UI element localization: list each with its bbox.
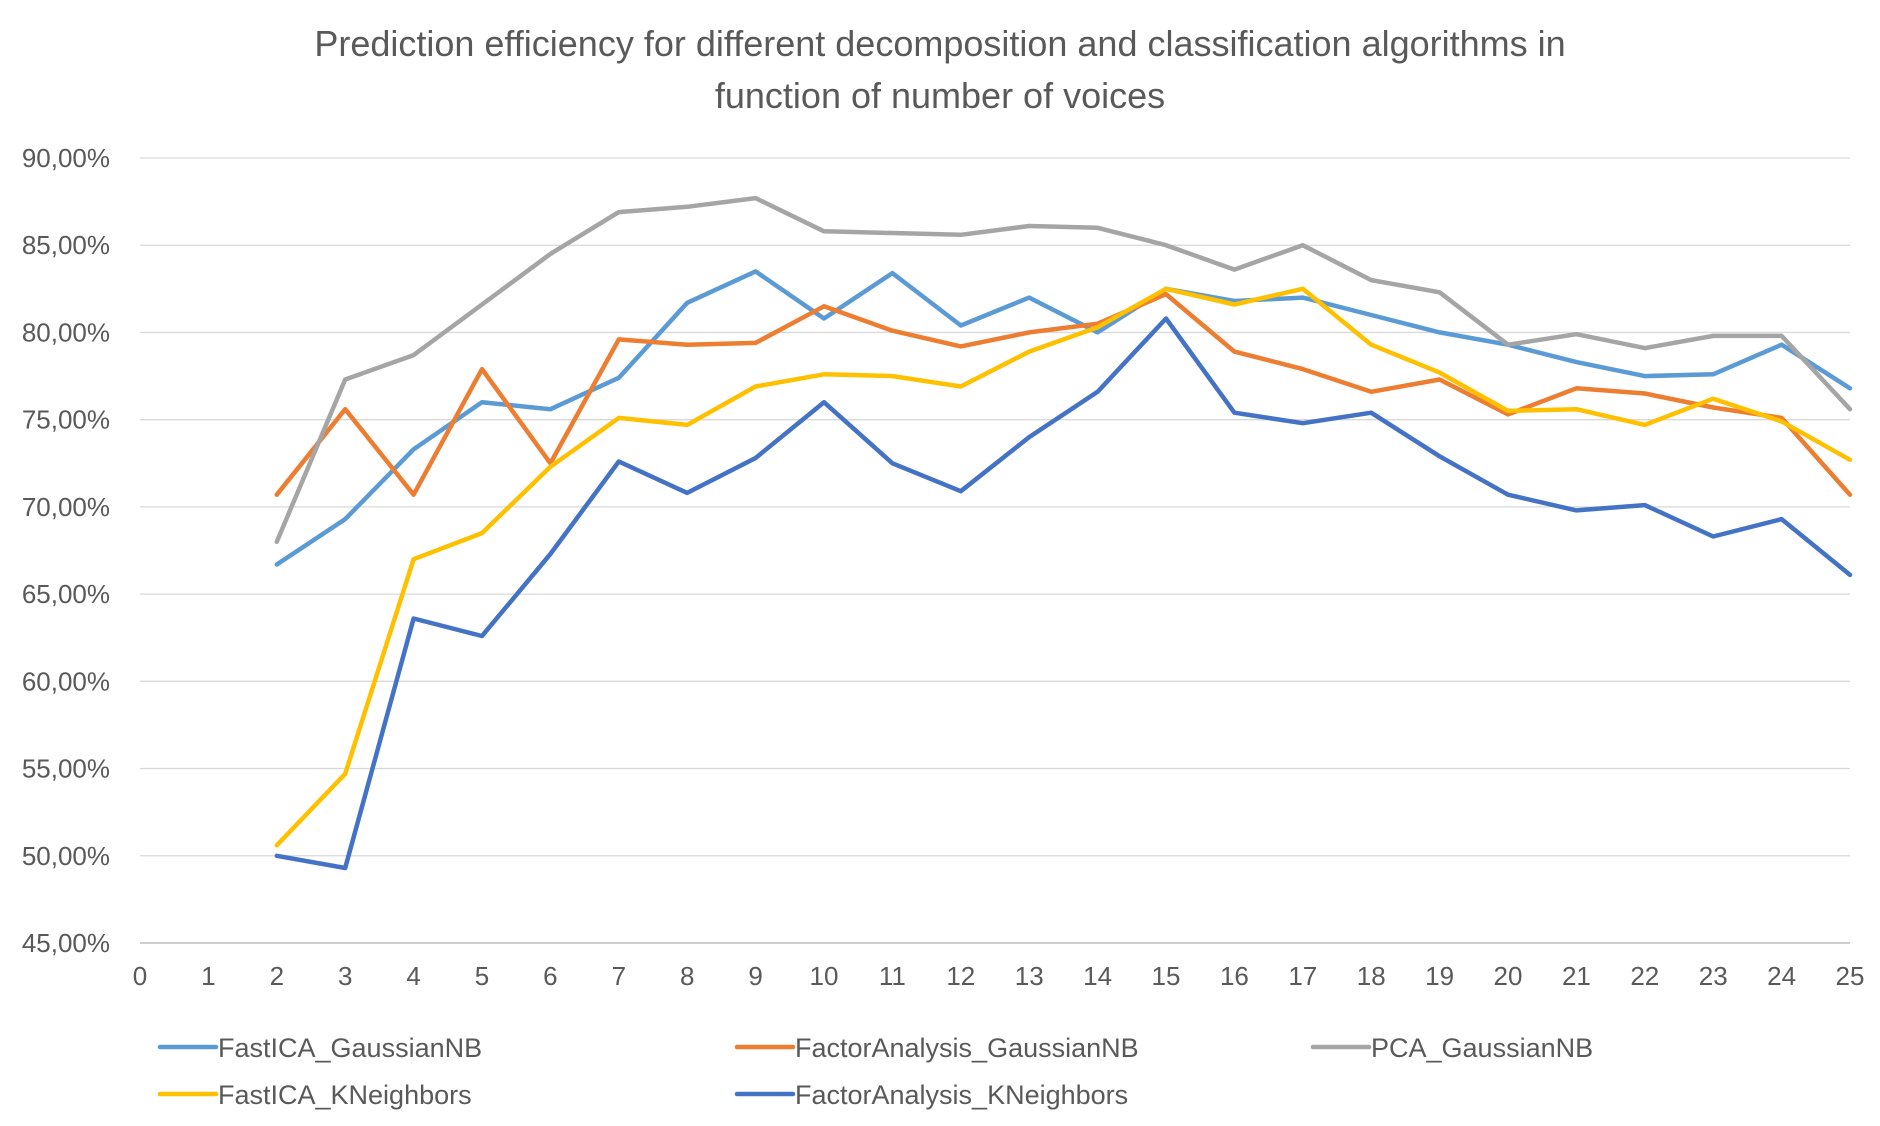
x-tick-label: 8 (680, 961, 694, 991)
y-tick-label: 85,00% (22, 230, 110, 260)
legend-label: FactorAnalysis_GaussianNB (795, 1033, 1139, 1063)
y-tick-label: 55,00% (22, 754, 110, 784)
x-tick-label: 17 (1288, 961, 1317, 991)
y-tick-label: 90,00% (22, 143, 110, 173)
x-tick-label: 25 (1836, 961, 1865, 991)
x-tick-label: 9 (748, 961, 762, 991)
legend: FastICA_GaussianNB FactorAnalysis_Gaussia… (157, 1033, 1593, 1110)
legend-item: PCA_GaussianNB (1310, 1033, 1593, 1063)
x-tick-label: 24 (1767, 961, 1796, 991)
x-tick-label: 12 (946, 961, 975, 991)
x-tick-label: 23 (1699, 961, 1728, 991)
legend-label: FactorAnalysis_KNeighbors (795, 1080, 1128, 1110)
y-tick-label: 65,00% (22, 579, 110, 609)
x-tick-label: 1 (201, 961, 215, 991)
x-tick-label: 15 (1152, 961, 1181, 991)
series-line-factoranalysis-kneighbors (274, 316, 1853, 871)
x-tick-label: 6 (543, 961, 557, 991)
x-tick-label: 21 (1562, 961, 1591, 991)
y-tick-label: 75,00% (22, 405, 110, 435)
x-tick-label: 11 (879, 961, 906, 991)
chart-title-line-2: function of number of voices (714, 75, 1166, 116)
y-tick-label: 80,00% (22, 317, 110, 347)
x-tick-label: 22 (1630, 961, 1659, 991)
legend-item: FactorAnalysis_KNeighbors (734, 1080, 1128, 1110)
y-tick-label: 50,00% (22, 841, 110, 871)
y-tick-label: 45,00% (22, 928, 110, 958)
legend-label: PCA_GaussianNB (1371, 1033, 1593, 1063)
x-tick-label: 5 (475, 961, 489, 991)
gridlines (140, 157, 1850, 857)
x-tick-label: 7 (612, 961, 626, 991)
x-tick-label: 2 (270, 961, 284, 991)
y-tick-label: 70,00% (22, 492, 110, 522)
x-tick-label: 13 (1015, 961, 1044, 991)
x-tick-label: 3 (338, 961, 352, 991)
legend-label: FastICA_KNeighbors (218, 1080, 472, 1110)
axes: 45,00% 50,00% 55,00% 60,00% 65,00% 70,00% 75,0… (22, 143, 1865, 991)
series-line-fastica-gaussiannb (274, 269, 1853, 567)
legend-item: FactorAnalysis_GaussianNB (734, 1033, 1139, 1063)
series-lines (274, 195, 1853, 871)
legend-item: FastICA_GaussianNB (157, 1033, 482, 1063)
series-line-factoranalysis-gaussiannb (274, 291, 1853, 497)
x-tick-label: 14 (1083, 961, 1112, 991)
x-tick-label: 18 (1357, 961, 1386, 991)
x-tick-label: 19 (1425, 961, 1454, 991)
y-tick-label: 60,00% (22, 666, 110, 696)
x-tick-label: 16 (1220, 961, 1249, 991)
x-tick-label: 10 (810, 961, 839, 991)
x-tick-label: 4 (406, 961, 420, 991)
legend-label: FastICA_GaussianNB (218, 1033, 482, 1063)
legend-item: FastICA_KNeighbors (157, 1080, 472, 1110)
chart-title-line-1: Prediction efficiency for different deco… (314, 23, 1566, 64)
x-tick-label: 0 (133, 961, 147, 991)
x-tick-label: 20 (1494, 961, 1523, 991)
series-line-pca-gaussiannb (274, 195, 1853, 545)
series-line-fastica-kneighbors (274, 286, 1853, 848)
